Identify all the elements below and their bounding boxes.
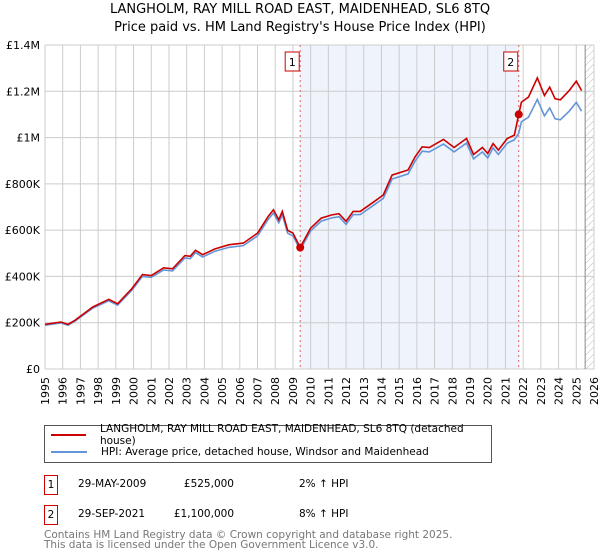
x-tick-label: 2000	[128, 377, 141, 405]
y-tick-label: £1.2M	[6, 85, 40, 98]
y-tick-label: £200K	[5, 317, 41, 330]
x-tick-label: 2021	[499, 377, 512, 405]
transaction-price: £1,100,000	[173, 508, 234, 520]
x-tick-label: 2018	[446, 377, 459, 405]
transaction-badge: 2	[44, 505, 58, 525]
x-tick-label: 1996	[57, 377, 70, 405]
x-tick-label: 2013	[358, 377, 371, 405]
x-tick-label: 1995	[39, 377, 52, 405]
x-tick-label: 2007	[252, 377, 265, 405]
transaction-date: 29-MAY-2009	[78, 478, 147, 490]
x-tick-label: 2019	[464, 377, 477, 405]
x-tick-label: 2010	[305, 377, 318, 405]
x-tick-label: 1997	[74, 377, 87, 405]
x-tick-label: 2014	[375, 377, 388, 405]
y-tick-label: £1M	[17, 132, 41, 145]
legend-item-hpi: HPI: Average price, detached house, Wind…	[51, 444, 429, 460]
price-chart: 1995 1996 1997 1998 1999 2000 2001 2002 2003 2004…	[5, 39, 600, 405]
transaction-badge: 1	[44, 475, 58, 495]
y-tick-label: £1.4M	[6, 39, 40, 52]
hpi-line	[44, 97, 583, 327]
transaction-hpi: 2% ↑ HPI	[299, 478, 349, 490]
legend-swatch-red	[51, 434, 86, 436]
transaction-price: £525,000	[183, 478, 234, 490]
legend-label: HPI: Average price, detached house, Wind…	[101, 446, 429, 458]
sale-label-box	[503, 51, 519, 72]
legend: LANGHOLM, RAY MILL ROAD EAST, MAIDENHEAD…	[44, 423, 492, 463]
sale-label: 1	[289, 56, 296, 69]
x-tick-label: 1999	[110, 377, 123, 405]
x-tick-label: 2023	[535, 377, 548, 405]
transaction-date: 29-SEP-2021	[78, 508, 146, 520]
ownership-period-shade	[300, 45, 519, 369]
x-tick-label: 2001	[145, 377, 158, 405]
x-tick-label: 2020	[482, 377, 495, 405]
chart-title: LANGHOLM, RAY MILL ROAD EAST, MAIDENHEAD…	[109, 2, 491, 17]
x-tick-label: 2016	[411, 377, 424, 405]
legend-swatch-blue	[51, 451, 87, 453]
x-tick-label: 2025	[570, 377, 583, 405]
chart-subtitle: Price paid vs. HM Land Registry's House …	[114, 20, 486, 35]
x-tick-label: 2004	[198, 377, 211, 405]
x-tick-label: 2011	[322, 377, 335, 405]
sale-point	[296, 243, 305, 252]
x-tick-label: 1998	[92, 377, 105, 405]
sale-label-box	[284, 51, 300, 72]
x-tick-label: 2024	[553, 377, 566, 405]
y-tick-label: £800K	[5, 178, 41, 191]
x-tick-label: 2006	[234, 377, 247, 405]
x-tick-label: 2017	[429, 377, 442, 405]
transaction-hpi: 8% ↑ HPI	[299, 508, 349, 520]
sale-label: 2	[507, 56, 514, 69]
x-tick-label: 2003	[181, 377, 194, 405]
legend-label: LANGHOLM, RAY MILL ROAD EAST, MAIDENHEAD…	[99, 423, 464, 447]
x-tick-label: 2009	[287, 377, 300, 405]
y-tick-label: £0	[26, 363, 40, 376]
x-tick-label: 2005	[216, 377, 229, 405]
legend-item-property: LANGHOLM, RAY MILL ROAD EAST, MAIDENHEAD…	[51, 423, 491, 447]
footer: Contains HM Land Registry data © Crown c…	[44, 529, 453, 551]
y-tick-label: £400K	[5, 270, 41, 283]
y-tick-label: £600K	[5, 224, 41, 237]
x-tick-label: 2022	[517, 377, 530, 405]
sale-point	[514, 110, 523, 119]
x-tick-label: 2026	[588, 377, 600, 405]
x-tick-label: 2015	[393, 377, 406, 405]
x-tick-label: 2012	[340, 377, 353, 405]
footer-line: Contains HM Land Registry data © Crown c…	[44, 529, 453, 541]
x-tick-label: 2008	[269, 377, 282, 405]
footer-line: This data is licensed under the Open Gov…	[44, 539, 379, 551]
x-tick-label: 2002	[163, 377, 176, 405]
future-hatch	[585, 45, 594, 369]
